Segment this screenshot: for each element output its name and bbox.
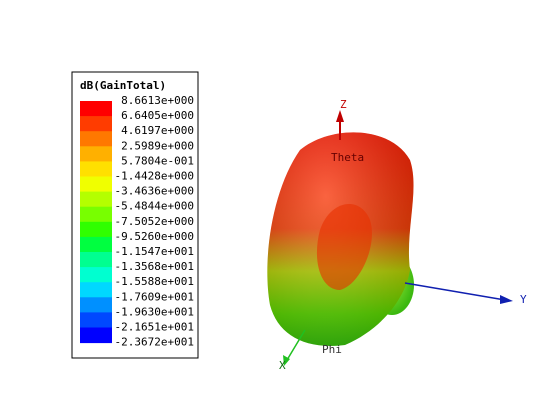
legend-swatch	[80, 282, 112, 298]
legend-swatch	[80, 101, 112, 117]
legend-label: -1.9630e+001	[115, 305, 194, 318]
y-label: Y	[520, 293, 527, 306]
legend-title: dB(GainTotal)	[80, 79, 166, 92]
legend-swatch	[80, 312, 112, 328]
y-axis	[404, 282, 506, 301]
x-arrow	[283, 355, 290, 366]
legend-swatch	[80, 297, 112, 313]
legend-label: 6.6405e+000	[121, 109, 194, 122]
z-arrow	[336, 110, 344, 122]
legend-swatch	[80, 146, 112, 162]
legend-label: -1.7609e+001	[115, 290, 194, 303]
y-arrow	[500, 295, 513, 304]
theta-label: Theta	[331, 151, 364, 164]
legend-label: -1.4428e+000	[115, 170, 194, 183]
legend-swatch	[80, 236, 112, 253]
legend-label: -2.3672e+001	[115, 336, 194, 349]
lobe-hole	[316, 203, 372, 290]
legend-swatch	[80, 327, 112, 344]
legend-label: -1.5588e+001	[115, 275, 194, 288]
x-label: X	[279, 359, 286, 372]
legend-label: -1.1547e+001	[115, 245, 194, 258]
legend-label: -7.5052e+000	[115, 215, 194, 228]
legend-swatch	[80, 206, 112, 223]
legend-swatch	[80, 116, 112, 132]
phi-label: Phi	[322, 343, 342, 356]
legend-swatch	[80, 161, 112, 177]
legend-swatch	[80, 131, 112, 147]
z-label: Z	[340, 98, 347, 111]
legend-label: 4.6197e+000	[121, 124, 194, 137]
legend-swatch	[80, 221, 112, 238]
legend-label: -5.4844e+000	[115, 200, 194, 213]
legend-label: -9.5260e+000	[115, 230, 194, 243]
legend-label: 5.7804e-001	[121, 154, 194, 167]
legend-swatch	[80, 267, 112, 283]
legend-swatch	[80, 252, 112, 268]
legend-label: -2.1651e+001	[115, 321, 194, 334]
x-axis	[286, 329, 306, 361]
legend-label: 8.6613e+000	[121, 94, 194, 107]
legend-label: -1.3568e+001	[115, 260, 194, 273]
legend-label: 2.5989e+000	[121, 139, 194, 152]
legend-label: -3.4636e+000	[115, 185, 194, 198]
legend-swatch	[80, 176, 112, 193]
legend: 8.6613e+000 6.6405e+000 4.6197e+000 2.5989e…	[80, 94, 194, 349]
legend-swatch	[80, 191, 112, 208]
